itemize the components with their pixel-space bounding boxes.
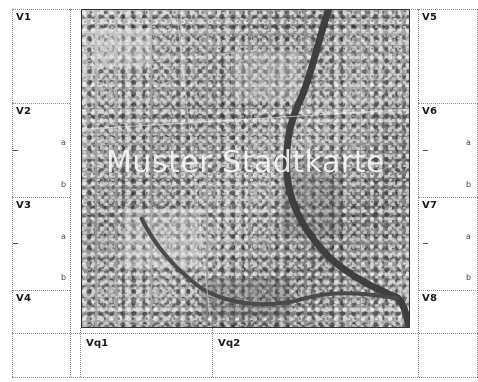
mark-b: b bbox=[61, 180, 67, 189]
cell-label-v7: V7 bbox=[422, 200, 438, 211]
mark-a: a bbox=[466, 232, 471, 241]
dash-mark bbox=[423, 150, 428, 151]
mark-b: b bbox=[61, 273, 67, 282]
dash-mark bbox=[13, 150, 18, 151]
cell-label-v4: V4 bbox=[16, 293, 32, 304]
guide-map-mid bbox=[212, 328, 213, 377]
map-light-area bbox=[231, 49, 301, 100]
guide-bottom bbox=[12, 377, 478, 378]
map-light-area bbox=[91, 27, 152, 68]
mark-b: b bbox=[466, 273, 472, 282]
guide-right-inner bbox=[418, 9, 419, 377]
mark-b: b bbox=[466, 180, 472, 189]
guide-left-outer bbox=[12, 9, 13, 377]
aerial-map-image: Muster Stadtkarte bbox=[81, 9, 410, 328]
road bbox=[82, 49, 261, 71]
cell-label-v2: V2 bbox=[16, 106, 32, 117]
road bbox=[175, 10, 212, 327]
cell-label-v1: V1 bbox=[16, 12, 32, 23]
guide-map-bottom bbox=[12, 333, 478, 334]
cell-label-v6: V6 bbox=[422, 106, 438, 117]
river-secondary bbox=[139, 216, 401, 307]
bottom-label-vq2: Vq2 bbox=[218, 338, 241, 349]
guide-row-2 bbox=[12, 197, 70, 198]
mark-a: a bbox=[61, 138, 66, 147]
mark-a: a bbox=[61, 232, 66, 241]
guide-row-2-right bbox=[418, 197, 478, 198]
guide-left-inner bbox=[70, 9, 71, 377]
cell-label-v8: V8 bbox=[422, 293, 438, 304]
road bbox=[82, 108, 409, 130]
guide-row-3-right bbox=[418, 290, 478, 291]
dash-mark bbox=[13, 243, 18, 244]
map-dark-area bbox=[201, 278, 291, 319]
guide-row-3 bbox=[12, 290, 70, 291]
guide-row-1-right bbox=[418, 103, 478, 104]
cell-label-v3: V3 bbox=[16, 200, 32, 211]
mark-a: a bbox=[466, 138, 471, 147]
guide-row-1 bbox=[12, 103, 70, 104]
map-watermark-title: Muster Stadtkarte bbox=[106, 145, 385, 180]
dash-mark bbox=[423, 243, 428, 244]
cell-label-v5: V5 bbox=[422, 12, 438, 23]
bottom-label-vq1: Vq1 bbox=[86, 338, 109, 349]
guide-map-left bbox=[80, 328, 81, 377]
map-artwork bbox=[82, 10, 409, 327]
map-light-area bbox=[121, 208, 202, 269]
